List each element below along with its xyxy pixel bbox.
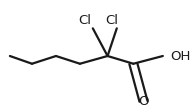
Text: Cl: Cl: [106, 14, 119, 27]
Text: O: O: [138, 95, 149, 108]
Text: Cl: Cl: [78, 14, 91, 27]
Text: OH: OH: [170, 50, 191, 62]
